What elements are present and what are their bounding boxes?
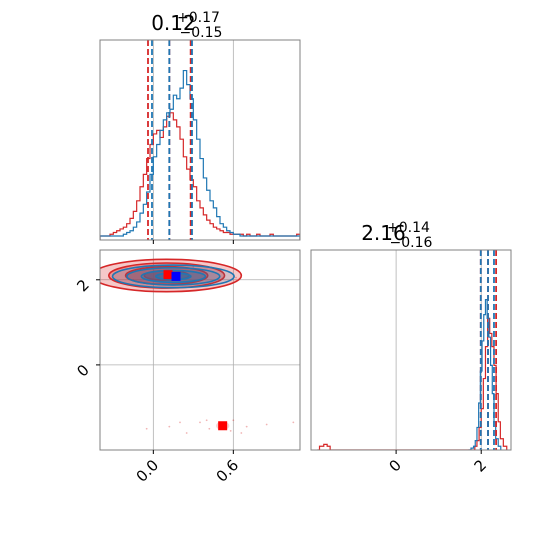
y-tick-label-param-2: 2 (73, 276, 92, 295)
x-tick-label-param-1: 0.6 (213, 456, 243, 486)
x-tick-label-param-2: 0 (385, 456, 404, 475)
scatter-point (179, 421, 181, 424)
scatter-point (199, 421, 201, 424)
panel-frame (310, 249, 512, 451)
scatter-point (168, 425, 171, 428)
scatter-point (232, 419, 235, 422)
tick-labels: 0.0 0.6 0 2 0 2 (73, 276, 490, 486)
title-param-2: 2.16 +0.14 −0.16 (361, 217, 435, 251)
histogram-red (317, 317, 508, 450)
scatter-point (235, 276, 237, 279)
panel-frame (99, 249, 301, 451)
joint-density-panel (96, 249, 301, 454)
scatter-point (265, 423, 268, 426)
scatter-point (185, 432, 188, 434)
marker-red-secondary (218, 421, 228, 431)
panel-frame (99, 39, 301, 241)
histogram-red (100, 112, 300, 240)
scatter-point (292, 421, 295, 424)
x-tick-label-param-2: 2 (471, 456, 490, 475)
title-param-1: 0.12 +0.17 −0.15 (151, 7, 225, 41)
scatter-point (205, 419, 208, 422)
marker-red (163, 270, 173, 280)
histogram-param-1-panel: 0.12 +0.17 −0.15 (99, 7, 301, 244)
x-tick-label-param-1: 0.0 (133, 456, 163, 486)
scatter-point (145, 427, 148, 430)
scatter-point (192, 266, 195, 268)
y-tick-label-param-2: 0 (73, 361, 92, 380)
scatter-point (229, 429, 232, 432)
histogram-param-2-panel: 2.16 +0.14 −0.16 (310, 217, 512, 454)
scatter-point (245, 425, 248, 428)
scatter-point (240, 432, 243, 434)
marker-blue (171, 271, 181, 281)
scatter-point (208, 427, 211, 430)
histogram-blue (100, 69, 300, 240)
